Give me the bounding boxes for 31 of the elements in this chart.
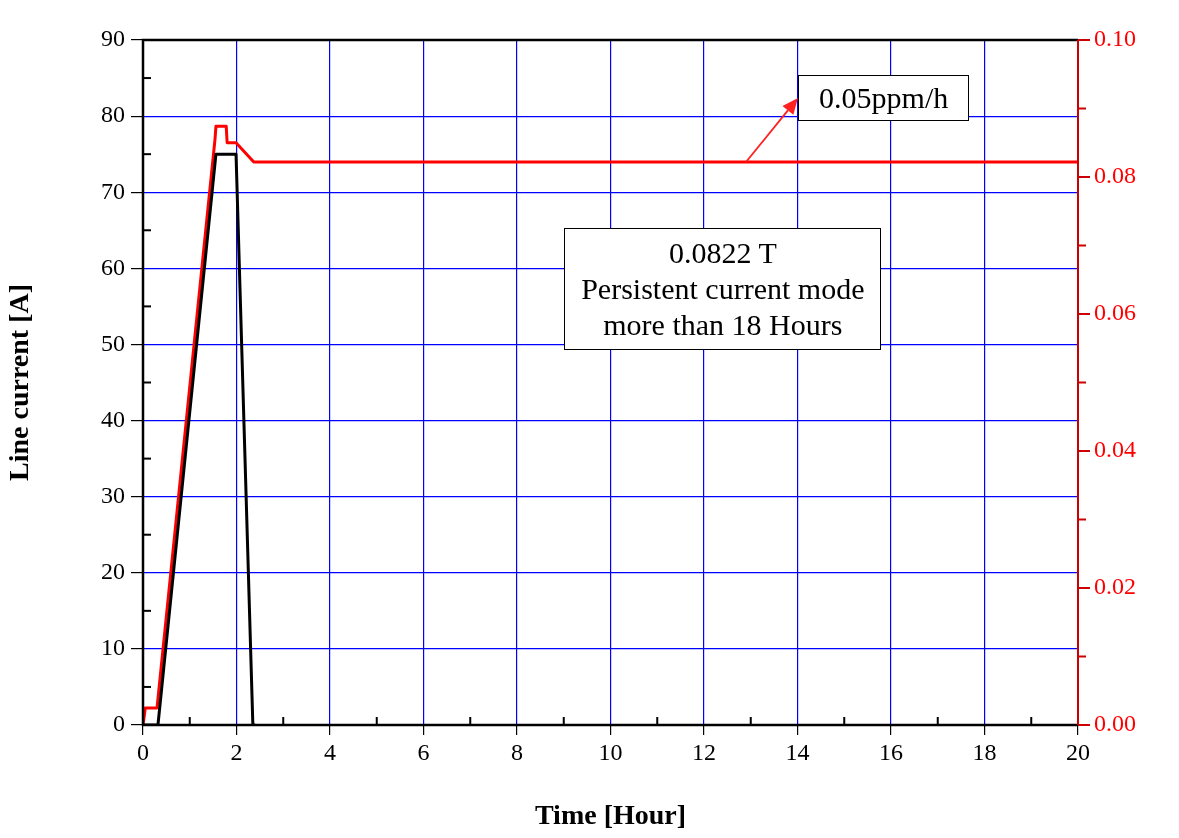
y-tick-label: 70 (101, 177, 125, 204)
x-axis-title: Time [Hour] (534, 799, 687, 831)
y-tick-label: 10 (101, 634, 125, 661)
x-tick-label: 20 (1066, 738, 1090, 765)
y2-tick-label: 0.10 (1094, 25, 1136, 52)
x-tick-label: 12 (692, 738, 716, 765)
x-tick-label: 0 (137, 738, 149, 765)
x-tick-label: 6 (417, 738, 430, 765)
y-tick-label: 90 (101, 25, 125, 52)
x-tick-label: 2 (230, 738, 243, 765)
y-tick-label: 0 (113, 710, 125, 737)
y-tick-label: 40 (101, 405, 125, 432)
y2-tick-label: 0.02 (1094, 573, 1136, 600)
annotation: 0.05ppm/h (798, 74, 970, 121)
y-axis-title: Line current [A] (3, 284, 35, 481)
annotation: 0.0822 T Persistent current mode more than 18 Hours (564, 228, 882, 351)
y2-tick-label: 0.00 (1094, 710, 1136, 737)
x-tick-label: 4 (324, 738, 336, 765)
y-tick-label: 60 (101, 253, 125, 280)
y-tick-label: 80 (101, 101, 125, 128)
x-tick-label: 8 (511, 738, 523, 765)
x-tick-label: 10 (598, 738, 623, 765)
y2-tick-label: 0.08 (1094, 162, 1136, 189)
y-tick-label: 20 (101, 558, 125, 585)
y-tick-label: 30 (101, 481, 125, 508)
x-tick-label: 16 (879, 738, 903, 765)
y2-tick-label: 0.04 (1094, 436, 1136, 463)
y2-tick-label: 0.06 (1094, 299, 1136, 326)
y-tick-label: 50 (101, 329, 125, 356)
x-tick-label: 18 (972, 738, 997, 765)
x-tick-label: 14 (785, 738, 810, 765)
